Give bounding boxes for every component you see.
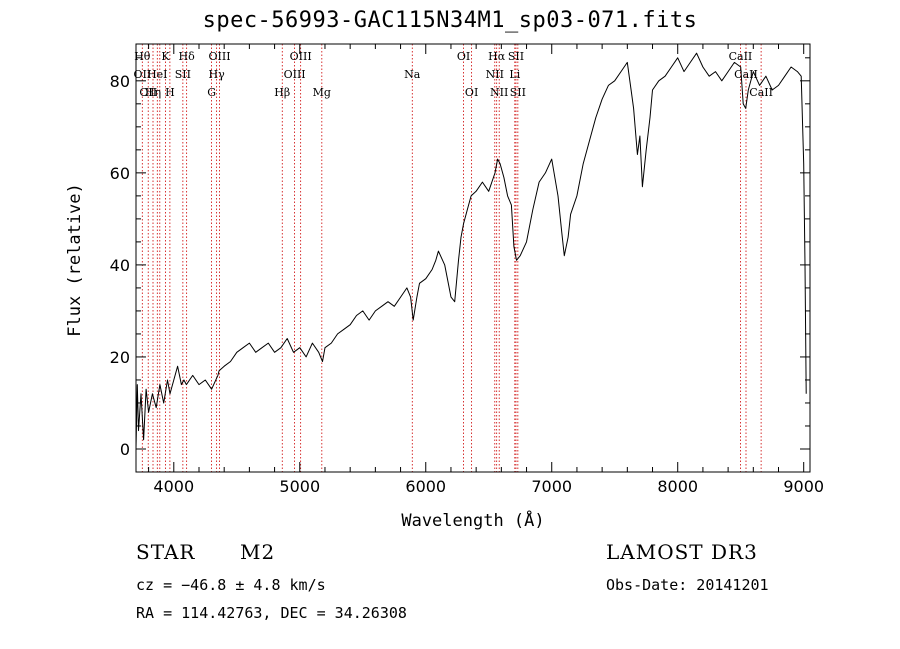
line-label: CaII [729,50,753,63]
x-axis: 4000 5000 6000 7000 8000 9000 [148,44,824,496]
line-label: NII [490,86,508,99]
line-label: Hγ [209,68,226,81]
spectral-line-markers [141,44,762,472]
line-label: SII [508,50,524,63]
line-label: OI [465,86,478,99]
line-label: NII [486,68,504,81]
x-axis-label: Wavelength (Å) [401,511,545,531]
x-tick-label: 5000 [279,477,320,496]
redshift-velocity: cz = −46.8 ± 4.8 km/s [136,576,326,594]
line-label: Li [509,68,520,81]
line-label: OII [133,68,151,81]
spectrum-line [135,52,807,450]
x-tick-label: 6000 [405,477,446,496]
x-tick-label: 9000 [783,477,824,496]
line-label: OII [139,86,157,99]
y-tick-label: 80 [110,72,130,91]
line-label: OIII [208,50,230,63]
y-tick-label: 20 [110,348,130,367]
coordinates: RA = 114.42763, DEC = 34.26308 [136,604,407,622]
line-label: Hη [145,86,161,99]
line-label: Hδ [179,50,196,63]
y-axis: 0 20 40 60 80 [110,57,810,459]
object-subclass: M2 [240,540,276,564]
object-class: STAR [136,540,196,564]
line-label: OIII [284,68,306,81]
line-label: Hβ [274,86,290,99]
line-label: CaII [749,86,773,99]
y-tick-label: 60 [110,164,130,183]
x-tick-label: 8000 [657,477,698,496]
line-label: SII [175,68,191,81]
line-label: K [161,50,170,63]
line-label: Hθ [134,50,151,63]
line-label: G [207,86,216,99]
line-label: Na [404,68,421,81]
spectral-line-labels: HθOIIOIIHηHeIKHSIIHδGHγOIIIHβOIIIOIIIMgN… [133,50,773,99]
y-tick-label: 0 [120,440,130,459]
series-layer [135,52,807,450]
y-axis-label: Flux (relative) [65,183,85,337]
x-tick-label: 4000 [153,477,194,496]
x-tick-label: 7000 [531,477,572,496]
survey-name: LAMOST DR3 [606,540,758,564]
line-label: Hα [488,50,506,63]
line-label: SII [510,86,526,99]
chart-title: spec-56993-GAC115N34M1_sp03-071.fits [202,8,698,33]
line-label: OI [457,50,470,63]
line-label: HeI [147,68,167,81]
line-label: Mg [313,86,331,99]
line-label: H [165,86,175,99]
observation-date: Obs-Date: 20141201 [606,576,769,594]
plot-frame [135,43,811,473]
line-label: OIII [290,50,312,63]
y-tick-label: 40 [110,256,130,275]
